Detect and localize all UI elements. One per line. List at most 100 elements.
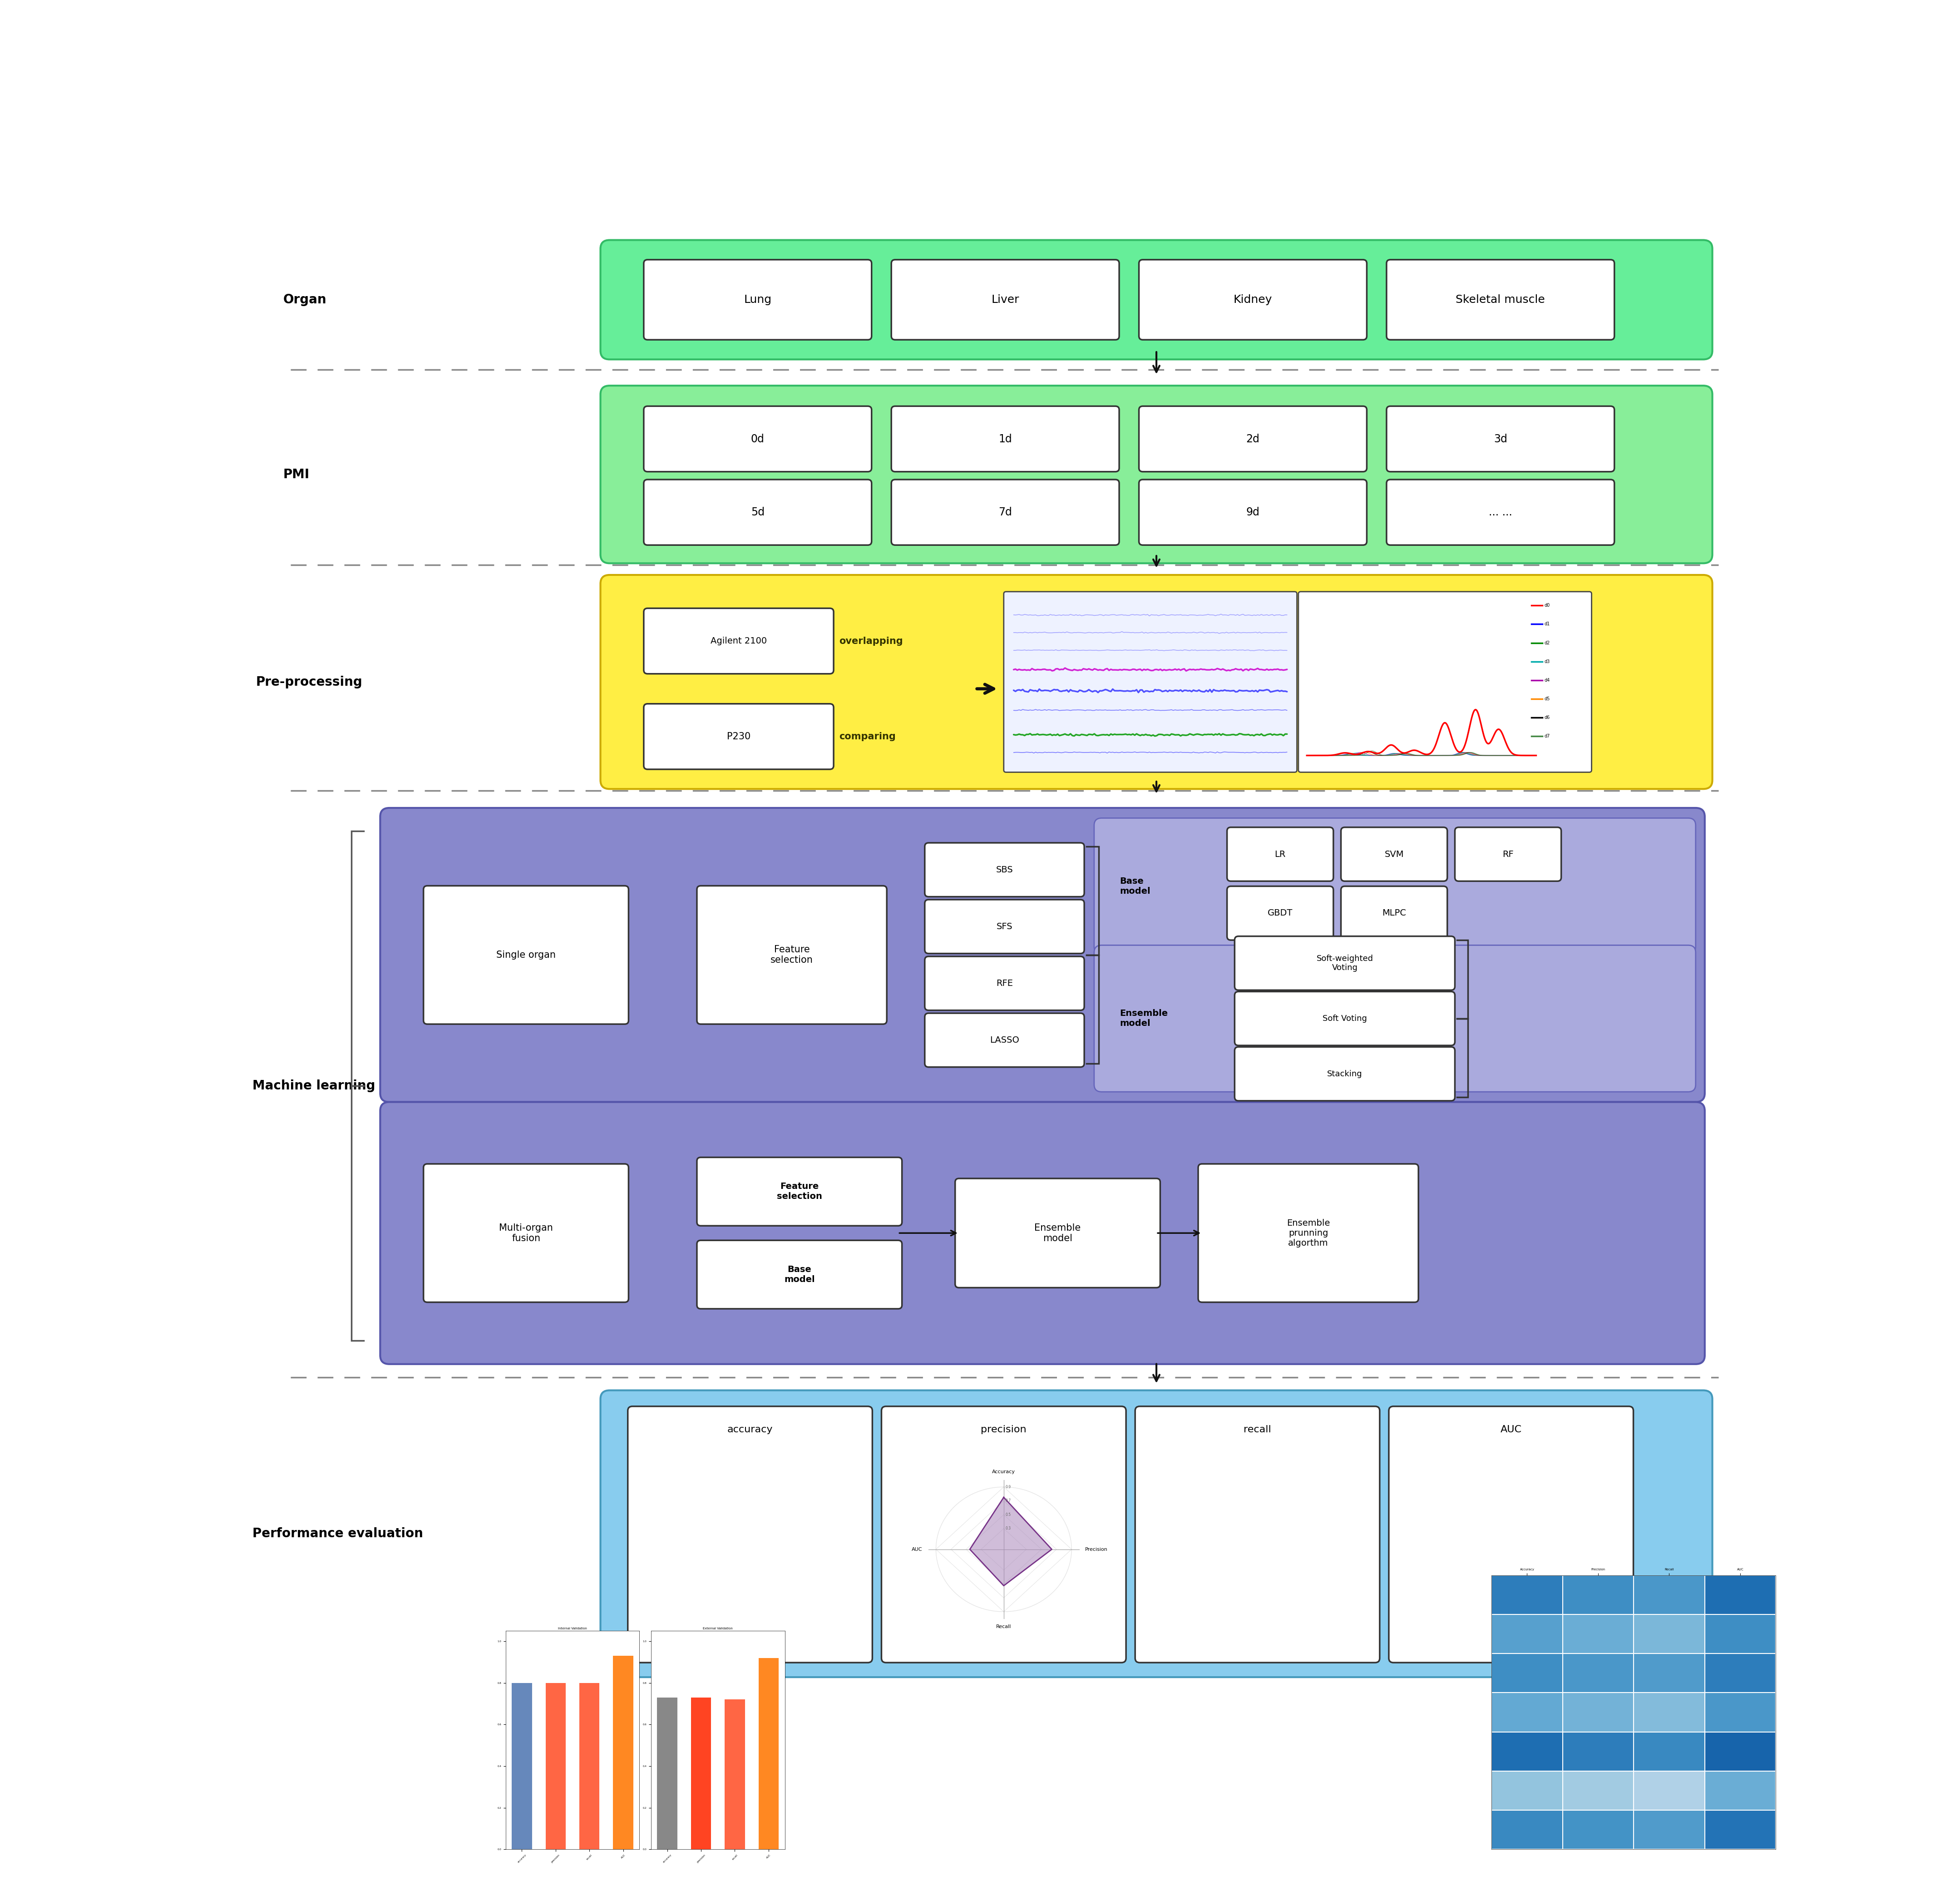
FancyBboxPatch shape: [1139, 407, 1366, 471]
Bar: [725, 1700, 745, 1849]
FancyBboxPatch shape: [1004, 592, 1298, 772]
FancyBboxPatch shape: [1386, 480, 1615, 545]
Bar: [759, 1658, 778, 1849]
FancyBboxPatch shape: [600, 240, 1713, 359]
Text: Base
model: Base model: [1119, 877, 1151, 894]
FancyBboxPatch shape: [892, 480, 1119, 545]
Bar: [512, 1683, 531, 1849]
Polygon shape: [970, 1498, 1053, 1587]
Bar: [545, 1683, 566, 1849]
FancyBboxPatch shape: [1454, 826, 1562, 881]
Bar: [692, 1698, 711, 1849]
FancyBboxPatch shape: [882, 1407, 1125, 1662]
Text: d1: d1: [1544, 622, 1550, 626]
Text: Organ: Organ: [282, 293, 327, 306]
Text: Machine learning: Machine learning: [253, 1080, 376, 1093]
FancyBboxPatch shape: [1139, 480, 1366, 545]
Text: SFS: SFS: [996, 923, 1013, 930]
Bar: [613, 1657, 633, 1849]
FancyBboxPatch shape: [955, 1178, 1160, 1288]
FancyBboxPatch shape: [1386, 407, 1615, 471]
Text: AUC: AUC: [1501, 1426, 1521, 1433]
FancyBboxPatch shape: [1235, 1048, 1454, 1101]
Bar: [580, 1683, 600, 1849]
Text: MLPC: MLPC: [1382, 910, 1405, 917]
Text: 5d: 5d: [751, 507, 764, 518]
Text: AUC: AUC: [911, 1547, 923, 1553]
Text: 0.3: 0.3: [1005, 1526, 1011, 1530]
FancyBboxPatch shape: [925, 1014, 1084, 1067]
Text: 0.7: 0.7: [1005, 1500, 1011, 1503]
Text: Ensemble
model: Ensemble model: [1035, 1223, 1080, 1242]
Text: 2d: 2d: [1247, 433, 1260, 444]
Text: Ensemble
model: Ensemble model: [1119, 1010, 1168, 1029]
Text: RFE: RFE: [996, 980, 1013, 987]
Text: 0d: 0d: [751, 433, 764, 444]
Text: Recall: Recall: [996, 1624, 1011, 1628]
Text: 0.5: 0.5: [1005, 1513, 1011, 1517]
Text: Pre-processing: Pre-processing: [255, 675, 363, 688]
FancyBboxPatch shape: [643, 703, 833, 770]
Text: overlapping: overlapping: [839, 637, 904, 645]
Text: precision: precision: [980, 1426, 1027, 1433]
Text: Precision: Precision: [1086, 1547, 1107, 1553]
Text: Base
model: Base model: [784, 1265, 815, 1284]
Text: Agilent 2100: Agilent 2100: [710, 637, 766, 645]
FancyBboxPatch shape: [643, 259, 872, 340]
FancyBboxPatch shape: [1094, 819, 1695, 953]
Text: Soft Voting: Soft Voting: [1323, 1014, 1366, 1023]
Text: Feature
selection: Feature selection: [776, 1182, 821, 1201]
FancyBboxPatch shape: [380, 807, 1705, 1102]
FancyBboxPatch shape: [1390, 1407, 1633, 1662]
Text: d7: d7: [1544, 734, 1550, 739]
Text: Liver: Liver: [992, 295, 1019, 304]
FancyBboxPatch shape: [380, 1102, 1705, 1363]
FancyBboxPatch shape: [1298, 592, 1592, 772]
FancyBboxPatch shape: [643, 407, 872, 471]
Text: RF: RF: [1503, 849, 1513, 859]
FancyBboxPatch shape: [1227, 887, 1333, 940]
Text: SVM: SVM: [1384, 849, 1403, 859]
FancyBboxPatch shape: [698, 1157, 902, 1225]
Text: Performance evaluation: Performance evaluation: [253, 1528, 423, 1539]
FancyBboxPatch shape: [423, 1163, 629, 1303]
Text: comparing: comparing: [839, 732, 896, 741]
Text: Ensemble
prunning
algorthm: Ensemble prunning algorthm: [1286, 1220, 1331, 1248]
Text: d4: d4: [1544, 677, 1550, 683]
Text: 1d: 1d: [998, 433, 1011, 444]
FancyBboxPatch shape: [892, 259, 1119, 340]
FancyBboxPatch shape: [1135, 1407, 1380, 1662]
FancyBboxPatch shape: [892, 407, 1119, 471]
FancyBboxPatch shape: [600, 575, 1713, 789]
FancyBboxPatch shape: [643, 480, 872, 545]
Text: Kidney: Kidney: [1233, 295, 1272, 304]
Text: Single organ: Single organ: [496, 951, 557, 959]
Text: ... ...: ... ...: [1490, 507, 1513, 518]
FancyBboxPatch shape: [600, 386, 1713, 564]
Title: External Validation: External Validation: [704, 1628, 733, 1630]
FancyBboxPatch shape: [698, 1240, 902, 1309]
Text: Stacking: Stacking: [1327, 1070, 1362, 1078]
FancyBboxPatch shape: [1235, 936, 1454, 991]
FancyBboxPatch shape: [1198, 1163, 1419, 1303]
Text: LASSO: LASSO: [990, 1036, 1019, 1044]
Title: Internal Validation: Internal Validation: [559, 1628, 586, 1630]
FancyBboxPatch shape: [1341, 887, 1446, 940]
FancyBboxPatch shape: [1341, 826, 1446, 881]
Text: d5: d5: [1544, 696, 1550, 702]
Text: d2: d2: [1544, 641, 1550, 645]
FancyBboxPatch shape: [1094, 946, 1695, 1091]
Text: d0: d0: [1544, 603, 1550, 607]
FancyBboxPatch shape: [600, 1390, 1713, 1677]
Text: Accuracy: Accuracy: [992, 1469, 1015, 1475]
FancyBboxPatch shape: [627, 1407, 872, 1662]
Text: d3: d3: [1544, 660, 1550, 664]
Text: Feature
selection: Feature selection: [770, 946, 813, 964]
FancyBboxPatch shape: [643, 609, 833, 673]
FancyBboxPatch shape: [1235, 991, 1454, 1046]
FancyBboxPatch shape: [925, 957, 1084, 1010]
Text: 3d: 3d: [1494, 433, 1507, 444]
Text: 0.9: 0.9: [1005, 1484, 1011, 1488]
Text: 7d: 7d: [998, 507, 1011, 518]
Text: Skeletal muscle: Skeletal muscle: [1456, 295, 1544, 304]
